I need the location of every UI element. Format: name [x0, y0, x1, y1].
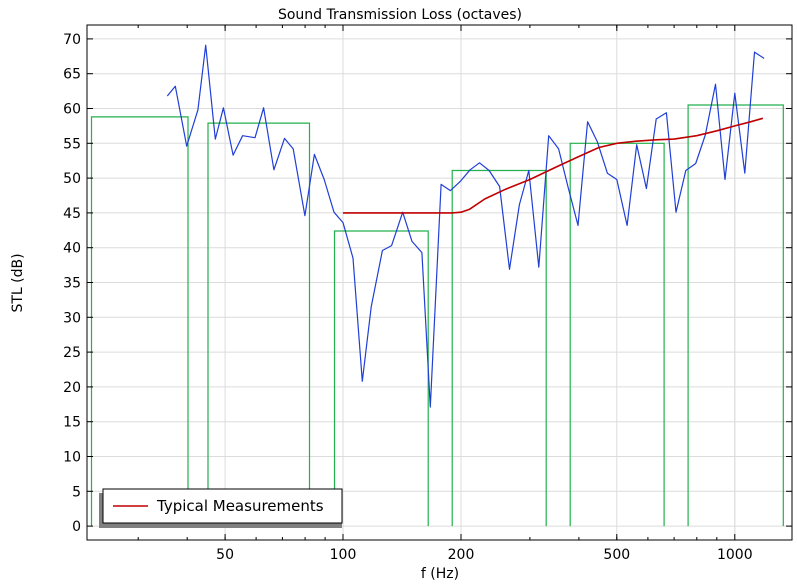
y-tick-label: 10: [63, 450, 81, 466]
y-axis-label: STL (dB): [10, 253, 26, 312]
y-tick-label: 55: [63, 136, 81, 152]
y-tick-label: 5: [72, 484, 81, 500]
legend: Typical Measurements: [99, 488, 343, 528]
y-tick-label: 70: [63, 32, 81, 48]
octave-band-4: [451, 169, 547, 527]
axis-ticks: 0 5 10 15 20 25 30 35 40 45 50 55 60 65 70 50 100 200 500 1…: [63, 25, 792, 563]
y-tick-label: 0: [72, 519, 81, 535]
x-tick-label: 100: [330, 547, 357, 563]
legend-label-typical-measurements: Typical Measurements: [156, 497, 324, 515]
series-line-measured-stl: [166, 44, 765, 408]
series-lines: [166, 44, 765, 408]
series-line-typical-measurements: [343, 117, 764, 214]
y-tick-label: 15: [63, 415, 81, 431]
x-tick-label: 1000: [717, 547, 753, 563]
x-axis-label: f (Hz): [421, 566, 459, 582]
x-tick-label: 200: [448, 547, 475, 563]
y-tick-label: 60: [63, 102, 81, 118]
y-tick-label: 30: [63, 310, 81, 326]
chart-title: Sound Transmission Loss (octaves): [278, 7, 522, 23]
y-tick-label: 25: [63, 345, 81, 361]
y-tick-label: 20: [63, 380, 81, 396]
y-tick-label: 45: [63, 206, 81, 222]
x-tick-label: 500: [603, 547, 630, 563]
y-tick-label: 40: [63, 241, 81, 257]
octave-band-1: [90, 116, 189, 527]
y-tick-label: 65: [63, 67, 81, 83]
y-tick-label: 35: [63, 276, 81, 292]
y-tick-label: 50: [63, 171, 81, 187]
x-tick-label: 50: [216, 547, 234, 563]
